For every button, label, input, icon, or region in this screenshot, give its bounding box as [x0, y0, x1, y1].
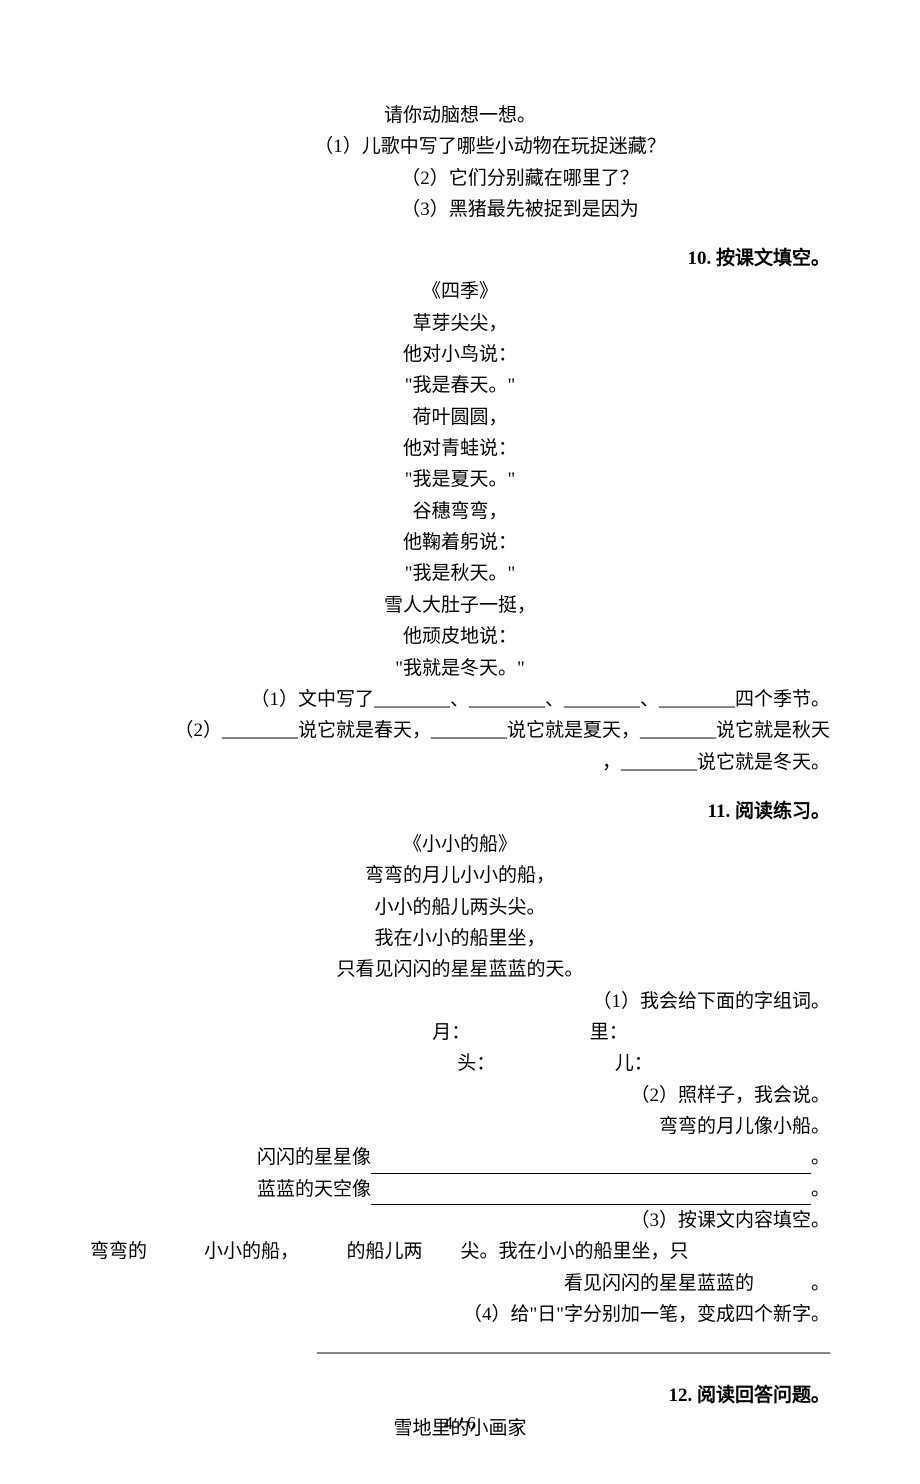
intro-q1: （1）儿歌中写了哪些小动物在玩捉迷藏？: [90, 131, 830, 162]
s11-q4: （4）给"日"字分别加一笔，变成四个新字。: [90, 1299, 830, 1330]
s11-row1b: 里：: [590, 1022, 628, 1043]
intro-q3: （3）黑猪最先被捉到是因为: [90, 194, 830, 225]
s11-fill2-post: 。: [811, 1179, 830, 1200]
section-10-title: 10. 按课文填空。: [90, 243, 830, 270]
s11-q3-line2: 看见闪闪的星星蓝蓝的 。: [90, 1268, 830, 1299]
s11-fill1-pre: 闪闪的星星像: [257, 1147, 371, 1168]
s11-q3: （3）按课文内容填空。: [90, 1205, 830, 1236]
s10-l12: "我就是冬天。": [90, 653, 830, 684]
s10-poem-title: 《四季》: [90, 276, 830, 307]
s10-q1: （1）文中写了________、________、________、______…: [90, 684, 830, 715]
s11-fill2: 蓝蓝的天空像 。: [90, 1174, 830, 1205]
s11-word-row1: 月： 里：: [90, 1017, 830, 1048]
page-number: 4 / 6: [0, 1413, 920, 1434]
s11-row1a: 月：: [432, 1022, 470, 1043]
s11-l1: 弯弯的月儿小小的船，: [90, 860, 830, 891]
s11-fill1: 闪闪的星星像 。: [90, 1142, 830, 1173]
s11-q2: （2）照样子，我会说。: [90, 1080, 830, 1111]
s11-l4: 只看见闪闪的星星蓝蓝的天。: [90, 954, 830, 985]
s10-l9: "我是秋天。": [90, 558, 830, 589]
intro-prompt: 请你动脑想一想。: [90, 100, 830, 131]
section-11-title: 11. 阅读练习。: [90, 796, 830, 823]
s11-word-row2: 头： 儿：: [90, 1048, 830, 1079]
s11-fill1-blank: [371, 1150, 811, 1174]
s10-l6: "我是夏天。": [90, 464, 830, 495]
s11-poem-title: 《小小的船》: [90, 829, 830, 860]
s11-q1: （1）我会给下面的字组词。: [90, 986, 830, 1017]
s11-l2: 小小的船儿两头尖。: [90, 892, 830, 923]
s11-row2b: 儿：: [615, 1053, 653, 1074]
s10-l1: 草芽尖尖，: [90, 308, 830, 339]
s10-q2a: （2）________说它就是春天，________说它就是夏天，_______…: [90, 715, 830, 746]
intro-q2: （2）它们分别藏在哪里了？: [90, 163, 830, 194]
s11-q3-line1: 弯弯的 小小的船， 的船儿两 尖。我在小小的船里坐，只: [90, 1236, 830, 1267]
s10-l4: 荷叶圆圆，: [90, 402, 830, 433]
s10-l8: 他鞠着躬说：: [90, 527, 830, 558]
section-12-title: 12. 阅读回答问题。: [90, 1380, 830, 1407]
s10-l11: 他顽皮地说：: [90, 621, 830, 652]
s10-q2b: ，________说它就是冬天。: [90, 747, 830, 778]
s10-l3: "我是春天。": [90, 370, 830, 401]
s10-l10: 雪人大肚子一挺，: [90, 590, 830, 621]
s11-row2a: 头：: [457, 1053, 495, 1074]
s10-l7: 谷穗弯弯，: [90, 496, 830, 527]
s10-l5: 他对青蛙说：: [90, 433, 830, 464]
s11-q4-blank: ________________________________________…: [90, 1330, 830, 1361]
s10-l2: 他对小鸟说：: [90, 339, 830, 370]
s11-fill2-pre: 蓝蓝的天空像: [257, 1179, 371, 1200]
s11-example: 弯弯的月儿像小船。: [90, 1111, 830, 1142]
s11-l3: 我在小小的船里坐，: [90, 923, 830, 954]
s11-fill1-post: 。: [811, 1147, 830, 1168]
s11-fill2-blank: [371, 1181, 811, 1205]
